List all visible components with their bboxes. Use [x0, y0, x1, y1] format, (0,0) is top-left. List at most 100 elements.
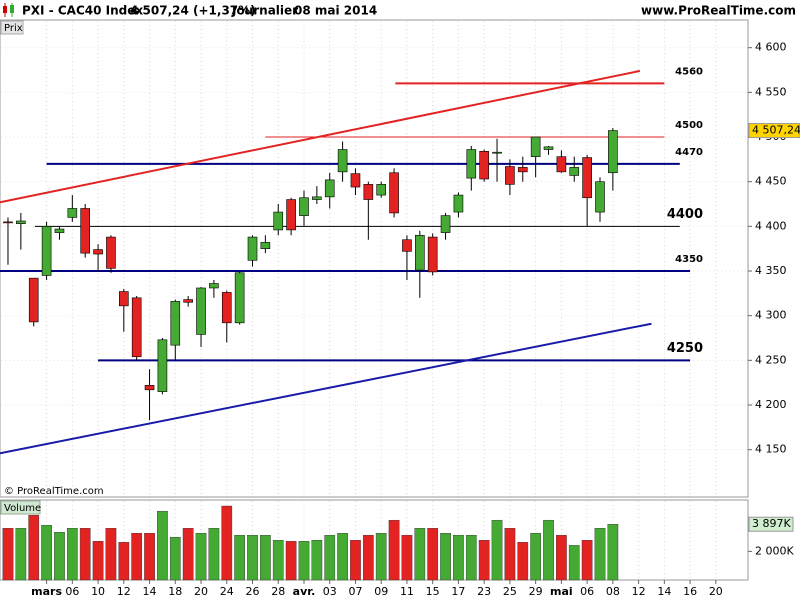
volume-bar [478, 540, 490, 581]
candle-body [389, 172, 399, 214]
x-tick-label: 20 [709, 585, 723, 598]
level-label: 4400 [667, 207, 703, 222]
level-label: 4500 [675, 120, 703, 131]
volume-bar [195, 533, 207, 581]
x-tick-label: 18 [168, 585, 182, 598]
level-label: 4350 [675, 254, 703, 265]
candle-body [286, 199, 296, 231]
candle-body [247, 236, 258, 261]
icon-body [3, 6, 7, 13]
volume-bar [260, 535, 271, 581]
y-tick-label: 4 150 [755, 443, 787, 456]
candle-body [80, 208, 91, 254]
volume-bar [607, 524, 619, 581]
volume-bar [41, 524, 52, 581]
trendline [0, 322, 652, 455]
x-tick-label: 23 [477, 585, 491, 598]
volume-bar [594, 527, 606, 581]
x-tick-label: 14 [657, 585, 671, 598]
volume-bar [440, 533, 451, 581]
candle-body [582, 157, 592, 199]
candle-body [119, 291, 129, 307]
volume-bar [157, 510, 168, 581]
volume-bar [311, 540, 323, 581]
candle-body [28, 277, 39, 323]
x-tick-label: 09 [374, 585, 388, 598]
period: Journalier [231, 4, 298, 18]
candle-body [234, 272, 245, 324]
candle-body [3, 221, 13, 224]
x-tick-label: 17 [451, 585, 465, 598]
candle-body [350, 173, 361, 188]
x-tick-label: 29 [529, 585, 543, 598]
x-tick-label: mars [31, 585, 62, 598]
volume-bar [568, 545, 580, 581]
symbol: PXI - CAC40 Index [22, 4, 143, 18]
candle-body [183, 299, 193, 303]
date: 08 mai 2014 [294, 4, 377, 18]
volume-bar [285, 541, 297, 581]
volume-bar [414, 527, 426, 581]
volume-bar [453, 535, 464, 581]
x-tick-label: 12 [632, 585, 646, 598]
candle-body [505, 166, 515, 185]
candle-body [402, 239, 412, 252]
volume-bar [530, 533, 541, 581]
candle-body [67, 208, 78, 218]
candle-body [106, 236, 116, 269]
last-volume-box [748, 516, 794, 532]
y-tick-label: 4 300 [755, 309, 787, 322]
volume-bar [131, 533, 143, 581]
volume-tag-box [0, 500, 41, 515]
volume-axis-title: Volume [4, 503, 41, 514]
trendline [0, 69, 641, 204]
price-panel [0, 19, 749, 498]
price-tag-box [0, 20, 24, 35]
volume-bar [208, 527, 220, 581]
candle-body [273, 211, 284, 231]
y-tick-label: 2 000K [755, 544, 794, 557]
volume-bar [324, 535, 336, 581]
candle-body [54, 228, 65, 233]
candle-body [466, 149, 477, 179]
last-volume-label: 3 897K [752, 517, 791, 530]
candle-body [41, 226, 52, 276]
x-tick-label: 10 [91, 585, 105, 598]
x-tick-label: 12 [117, 585, 131, 598]
candle-body [376, 184, 387, 196]
candle-body [221, 292, 232, 324]
volume-bar [517, 542, 529, 581]
candle-body [595, 181, 605, 213]
header-icon [3, 3, 14, 17]
candle-body [337, 149, 348, 173]
x-tick-label: 06 [580, 585, 594, 598]
level-label: 4250 [667, 341, 703, 356]
candle-body [260, 242, 271, 249]
candle-body [324, 179, 335, 198]
volume-bar [182, 527, 194, 581]
volume-bar [15, 527, 27, 581]
candle-body [93, 249, 103, 255]
price-axis-title: Prix [4, 23, 23, 34]
candle-body [517, 167, 528, 173]
quote: 4 507,24 (+1,37%) [130, 4, 256, 18]
volume-bar [337, 533, 348, 581]
volume-bar [491, 519, 503, 581]
volume-bar [388, 519, 400, 581]
candle-body [492, 151, 502, 154]
volume-bar [362, 535, 374, 581]
candle-body [363, 184, 374, 200]
volume-bar [144, 533, 155, 581]
x-tick-label: 08 [606, 585, 620, 598]
candle-body [131, 297, 142, 358]
volume-bar [272, 540, 284, 581]
candle-body [415, 234, 425, 271]
volume-bar [234, 535, 245, 581]
volume-bar [169, 537, 181, 581]
x-tick-label: 24 [220, 585, 234, 598]
volume-bar [2, 527, 14, 581]
volume-bar [247, 535, 258, 581]
candle-body [209, 283, 219, 289]
